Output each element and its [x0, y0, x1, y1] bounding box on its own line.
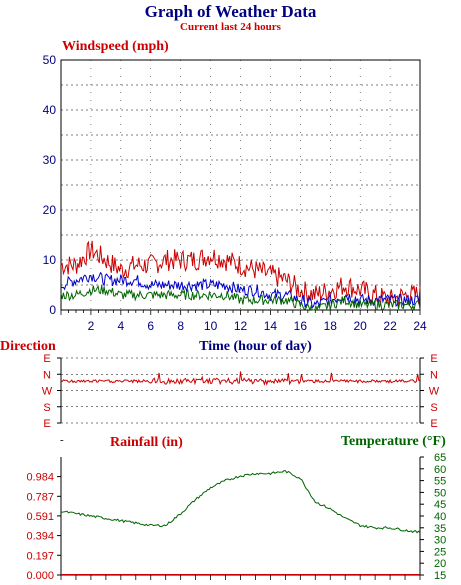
direction-right-tick-label: E — [430, 353, 437, 365]
temperature-y-tick-label: 55 — [434, 476, 446, 488]
windspeed-series-line — [60, 271, 421, 309]
windspeed-x-tick-label: 10 — [204, 319, 218, 333]
rainfall-y-tick-label: 0.591 — [26, 511, 54, 523]
direction-left-tick-label: N — [43, 369, 51, 381]
temperature-series-line — [60, 470, 421, 534]
windspeed-title: Windspeed (mph) — [62, 39, 169, 54]
windspeed-x-tick-label: 8 — [177, 319, 184, 333]
windspeed-x-tick-label: 6 — [147, 319, 154, 333]
direction-right-tick-label: E — [430, 418, 437, 430]
direction-left-tick-label: S — [43, 402, 50, 414]
rainfall-y-tick-label: 0.197 — [26, 550, 54, 562]
temperature-y-tick-label: 20 — [434, 558, 446, 570]
windspeed-series-line — [60, 284, 421, 312]
windspeed-x-tick-label: 2 — [88, 319, 95, 333]
windspeed-series-line — [60, 240, 421, 308]
direction-right-tick-label: S — [430, 402, 437, 414]
windspeed-y-tick-label: 10 — [43, 253, 57, 267]
windspeed-y-tick-label: 20 — [43, 203, 57, 217]
windspeed-x-tick-label: 14 — [264, 319, 278, 333]
windspeed-y-tick-label: 50 — [43, 53, 57, 67]
rainfall-y-tick-label: 0.787 — [26, 491, 54, 503]
temperature-y-tick-label: 50 — [434, 487, 446, 499]
temperature-y-tick-label: 65 — [434, 452, 446, 464]
windspeed-x-tick-label: 16 — [294, 319, 308, 333]
windspeed-y-tick-label: 30 — [43, 153, 57, 167]
direction-left-tick-label: E — [43, 418, 50, 430]
rainfall-y-tick-label: 0.984 — [26, 472, 54, 484]
temperature-y-tick-label: 60 — [434, 464, 446, 476]
direction-left-tick-label: W — [42, 386, 53, 398]
windspeed-y-tick-label: 40 — [43, 103, 57, 117]
rainfall-y-tick-label: 0.000 — [26, 570, 54, 582]
rainfall-top-dash: - — [60, 434, 64, 446]
rainfall-axis-label: Rainfall (in) — [110, 435, 183, 450]
windspeed-x-tick-label: 18 — [324, 319, 338, 333]
temperature-y-tick-label: 35 — [434, 523, 446, 535]
direction-title: Direction — [0, 339, 56, 354]
temperature-y-tick-label: 25 — [434, 546, 446, 558]
page-title: Graph of Weather Data — [144, 2, 317, 21]
direction-left-tick-label: E — [43, 353, 50, 365]
windspeed-x-axis-label: Time (hour of day) — [199, 339, 312, 354]
windspeed-x-tick-label: 20 — [353, 319, 367, 333]
windspeed-x-tick-label: 4 — [117, 319, 124, 333]
rainfall-y-tick-label: 0.394 — [26, 531, 54, 543]
direction-right-tick-label: W — [429, 386, 440, 398]
temperature-axis-label: Temperature (°F) — [341, 434, 446, 449]
temperature-y-tick-label: 45 — [434, 499, 446, 511]
page-subtitle: Current last 24 hours — [180, 21, 281, 33]
temperature-y-tick-label: 15 — [434, 570, 446, 582]
windspeed-x-tick-label: 12 — [234, 319, 248, 333]
direction-series-line — [60, 371, 421, 386]
temperature-y-tick-label: 30 — [434, 535, 446, 547]
direction-right-tick-label: N — [430, 369, 438, 381]
windspeed-y-tick-label: 0 — [49, 303, 56, 317]
windspeed-x-tick-label: 22 — [383, 319, 397, 333]
windspeed-x-tick-label: 24 — [413, 319, 427, 333]
temperature-y-tick-label: 40 — [434, 511, 446, 523]
